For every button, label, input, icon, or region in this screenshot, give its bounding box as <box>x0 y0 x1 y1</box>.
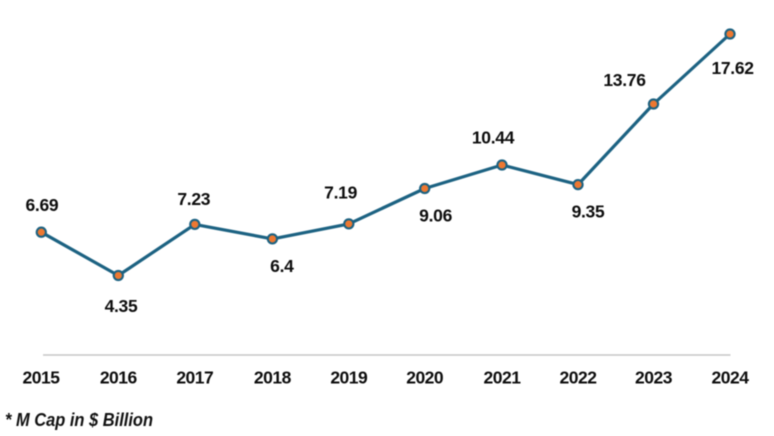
svg-text:9.06: 9.06 <box>419 205 452 225</box>
svg-text:7.19: 7.19 <box>324 183 357 203</box>
svg-text:13.76: 13.76 <box>603 70 646 90</box>
svg-text:2017: 2017 <box>176 368 213 388</box>
svg-text:6.4: 6.4 <box>270 256 294 276</box>
svg-text:2018: 2018 <box>254 368 292 388</box>
svg-text:10.44: 10.44 <box>472 127 515 147</box>
svg-text:2019: 2019 <box>330 368 368 388</box>
svg-text:2024: 2024 <box>712 368 750 388</box>
svg-text:2022: 2022 <box>560 368 598 388</box>
svg-text:4.35: 4.35 <box>105 296 138 316</box>
svg-text:2021: 2021 <box>484 368 522 388</box>
svg-text:2023: 2023 <box>635 368 673 388</box>
svg-text:2015: 2015 <box>23 368 61 388</box>
svg-text:7.23: 7.23 <box>177 189 210 209</box>
svg-text:9.35: 9.35 <box>572 201 605 221</box>
svg-text:17.62: 17.62 <box>711 58 754 78</box>
svg-text:6.69: 6.69 <box>25 195 58 215</box>
svg-text:* M Cap in $ Billion: * M Cap in $ Billion <box>5 410 153 430</box>
svg-text:2016: 2016 <box>100 368 138 388</box>
svg-text:2020: 2020 <box>406 368 444 388</box>
